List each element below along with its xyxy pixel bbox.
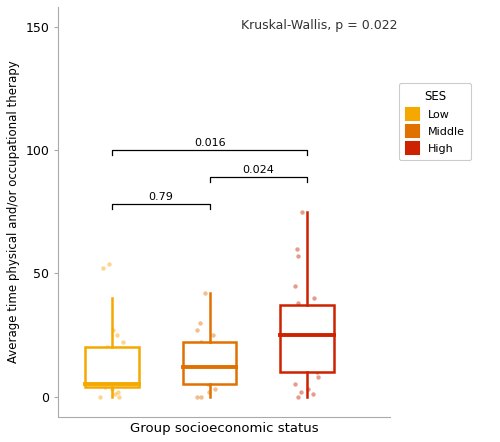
Point <box>201 290 209 297</box>
Point <box>309 391 317 398</box>
Point <box>204 381 212 388</box>
Bar <box>85 347 139 387</box>
Point <box>294 245 302 252</box>
Point <box>99 265 107 272</box>
Point <box>105 260 113 267</box>
Point <box>120 376 128 383</box>
Point <box>198 393 205 400</box>
Point <box>101 383 109 390</box>
Point <box>196 356 203 363</box>
Point <box>193 373 201 381</box>
Text: 0.79: 0.79 <box>148 192 173 202</box>
Point <box>294 300 302 307</box>
Point <box>314 369 322 376</box>
Point <box>298 208 306 215</box>
Point <box>118 339 126 346</box>
Point <box>314 332 322 339</box>
Point <box>96 393 104 400</box>
Point <box>112 378 120 385</box>
Point <box>298 344 306 351</box>
Point <box>312 332 320 339</box>
Point <box>194 393 202 400</box>
Point <box>112 391 120 398</box>
Text: Kruskal-Wallis, p = 0.022: Kruskal-Wallis, p = 0.022 <box>241 19 398 32</box>
Point <box>294 252 302 259</box>
Point <box>209 332 217 339</box>
Point <box>204 388 212 395</box>
Point <box>216 349 224 356</box>
Legend: Low, Middle, High: Low, Middle, High <box>399 83 471 160</box>
Text: 0.016: 0.016 <box>194 137 226 148</box>
Point <box>314 356 322 363</box>
Point <box>114 381 122 388</box>
Point <box>109 327 117 334</box>
Point <box>98 378 106 385</box>
Point <box>314 373 322 381</box>
Bar <box>280 305 334 372</box>
Point <box>114 388 122 395</box>
Point <box>114 349 122 356</box>
Point <box>115 393 123 400</box>
X-axis label: Group socioeconomic status: Group socioeconomic status <box>130 422 318 435</box>
Point <box>304 319 312 326</box>
Point <box>291 282 299 289</box>
Point <box>310 294 318 301</box>
Point <box>304 324 312 331</box>
Point <box>310 307 318 314</box>
Point <box>96 373 104 381</box>
Point <box>217 369 225 376</box>
Point <box>294 393 302 400</box>
Point <box>214 344 222 351</box>
Point <box>197 339 205 346</box>
Y-axis label: Average time physical and/or occupational therapy: Average time physical and/or occupationa… <box>7 61 20 363</box>
Point <box>294 349 302 356</box>
Point <box>196 319 204 326</box>
Point <box>205 376 213 383</box>
Point <box>290 327 298 334</box>
Point <box>108 386 116 393</box>
Point <box>297 388 305 395</box>
Text: 0.024: 0.024 <box>242 165 274 175</box>
Point <box>103 344 111 351</box>
Point <box>206 369 214 376</box>
Point <box>100 381 108 388</box>
Point <box>212 356 220 363</box>
Point <box>304 386 312 393</box>
Point <box>100 381 108 388</box>
Point <box>194 327 202 334</box>
Point <box>291 381 299 388</box>
Point <box>306 339 314 346</box>
Point <box>292 364 300 371</box>
Point <box>108 369 116 376</box>
Point <box>111 356 119 363</box>
Point <box>212 386 220 393</box>
Bar <box>183 343 236 385</box>
Point <box>114 332 122 339</box>
Point <box>302 314 310 321</box>
Point <box>214 364 222 371</box>
Point <box>116 364 124 371</box>
